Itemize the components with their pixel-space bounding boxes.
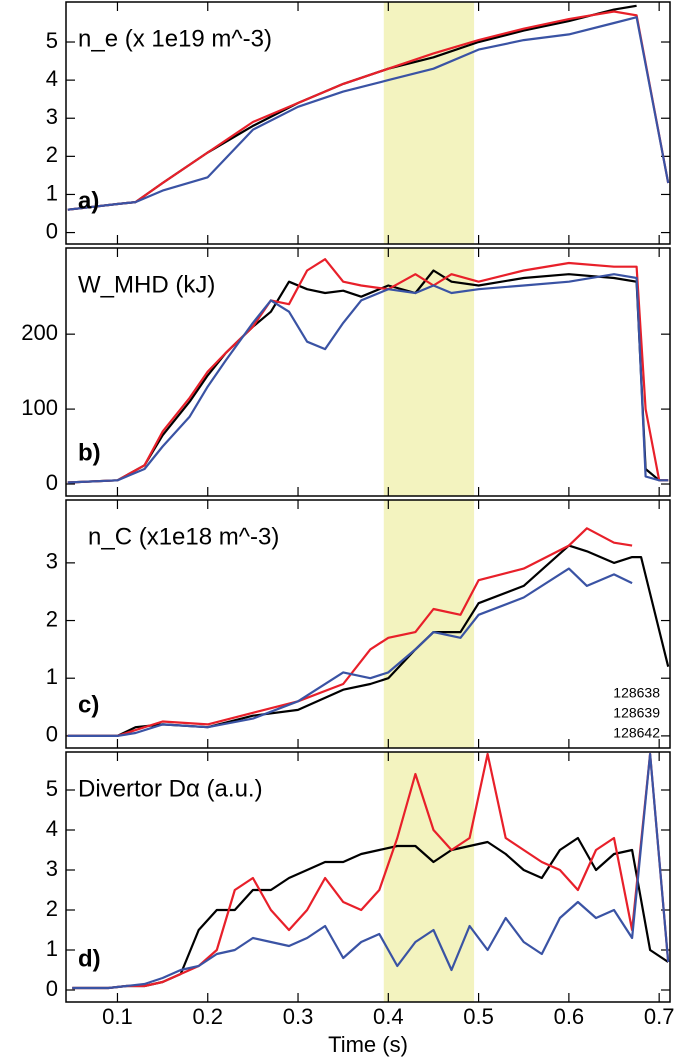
panel: 0 1 2 3 n_C (x1e18 m^-3) c) 128638 128639 128642	[46, 499, 671, 749]
x-tick-label: 0.2	[192, 1004, 223, 1029]
x-tick-label: 0.5	[463, 1004, 494, 1029]
legend-label: 128642	[613, 725, 660, 741]
y-tick-label: 200	[21, 320, 58, 345]
series-line	[67, 269, 669, 484]
highlight-band	[383, 2, 475, 244]
series-line	[67, 10, 670, 211]
x-tick-label: 0.1	[102, 1004, 133, 1029]
series-line	[72, 752, 670, 990]
series-line	[67, 544, 670, 737]
y-tick-label: 100	[21, 395, 58, 420]
series-line	[67, 16, 670, 211]
x-tick-label: 0.7	[644, 1004, 675, 1029]
y-tick-label: 0	[46, 470, 58, 495]
series-line	[67, 527, 633, 737]
y-tick-label: 2	[46, 606, 58, 631]
panel: 0 1 2 3 4 5 0.1 0.2 0.3 0.4 0.5 0.6 0.7 Divertor Dα (…	[46, 751, 675, 1057]
highlight-band	[383, 500, 475, 748]
y-tick-label: 0	[46, 218, 58, 243]
y-tick-label: 4	[46, 66, 58, 91]
x-tick-label: 0.4	[373, 1004, 404, 1029]
x-tick-label: 0.6	[554, 1004, 585, 1029]
legend-label: 128639	[613, 705, 660, 721]
panel: 0 100 200 W_MHD (kJ) b)	[21, 247, 671, 497]
panel-title: n_C (x1e18 m^-3)	[88, 523, 279, 550]
y-tick-label: 3	[46, 104, 58, 129]
panel-label: a)	[78, 187, 99, 214]
x-tick-label: 0.3	[283, 1004, 314, 1029]
panel: 0 1 2 3 4 5 n_e (x 1e19 m^-3) a)	[46, 1, 671, 245]
legend-label: 128638	[613, 685, 660, 701]
y-tick-label: 5	[46, 776, 58, 801]
series-line	[67, 258, 669, 484]
series-line	[72, 836, 669, 990]
panel-title: n_e (x 1e19 m^-3)	[78, 25, 272, 52]
panel-label: d)	[78, 945, 101, 972]
y-tick-label: 4	[46, 816, 58, 841]
y-tick-label: 1	[46, 936, 58, 961]
panel-title: Divertor Dα (a.u.)	[78, 775, 263, 802]
highlight-band	[383, 752, 475, 1002]
plot-frame	[65, 499, 671, 749]
panel-label: c)	[78, 691, 99, 718]
y-tick-label: 2	[46, 896, 58, 921]
y-tick-label: 1	[46, 180, 58, 205]
panel-title: W_MHD (kJ)	[78, 271, 215, 298]
series-line	[67, 273, 669, 484]
series-line	[67, 567, 633, 737]
y-tick-label: 3	[46, 549, 58, 574]
y-tick-label: 1	[46, 664, 58, 689]
y-tick-label: 2	[46, 142, 58, 167]
plot-frame	[65, 751, 671, 1003]
series-line	[72, 752, 670, 990]
y-tick-label: 0	[46, 976, 58, 1001]
plot-frame	[65, 1, 671, 245]
y-tick-label: 3	[46, 856, 58, 881]
y-tick-label: 5	[46, 28, 58, 53]
panel-label: b)	[78, 439, 101, 466]
plot-frame	[65, 247, 671, 497]
x-axis-title: Time (s)	[328, 1032, 408, 1057]
y-tick-label: 0	[46, 722, 58, 747]
